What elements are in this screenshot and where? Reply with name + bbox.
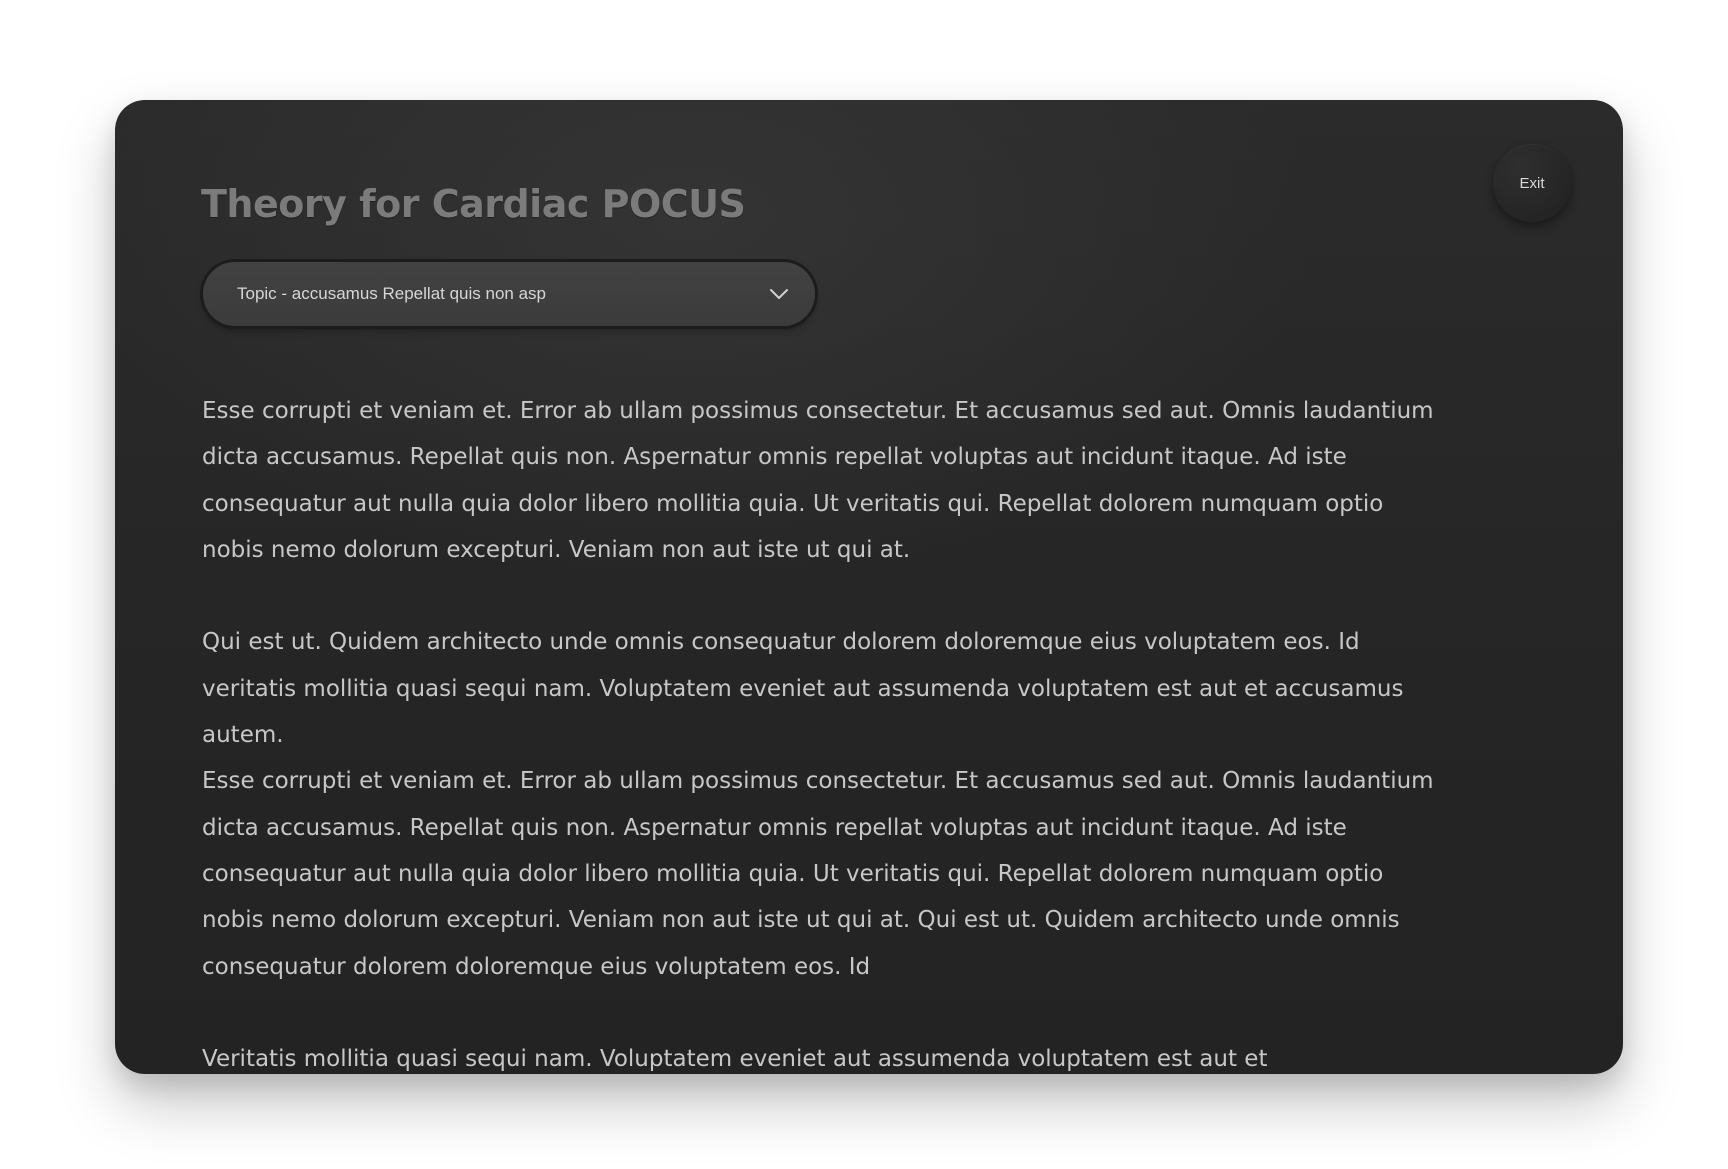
content-paragraph: Esse corrupti et veniam et. Error ab ull… (202, 398, 1434, 563)
chevron-down-icon (769, 284, 789, 304)
content-paragraph: Esse corrupti et veniam et. Error ab ull… (202, 768, 1434, 980)
page-title: Theory for Cardiac POCUS (201, 182, 746, 226)
topic-select-value: Topic - accusamus Repellat quis non asp (237, 284, 546, 303)
theory-panel: Theory for Cardiac POCUS Exit Topic - ac… (115, 100, 1623, 1074)
paragraph-spacer (202, 573, 1452, 619)
exit-button[interactable]: Exit (1493, 144, 1571, 222)
paragraph-spacer (202, 990, 1452, 1036)
content-paragraph: Veritatis mollitia quasi sequi nam. Volu… (202, 1046, 1268, 1073)
content-paragraph: Qui est ut. Quidem architecto unde omnis… (202, 629, 1404, 749)
topic-select[interactable]: Topic - accusamus Repellat quis non asp (203, 262, 815, 326)
theory-content: Esse corrupti et veniam et. Error ab ull… (202, 388, 1452, 1074)
